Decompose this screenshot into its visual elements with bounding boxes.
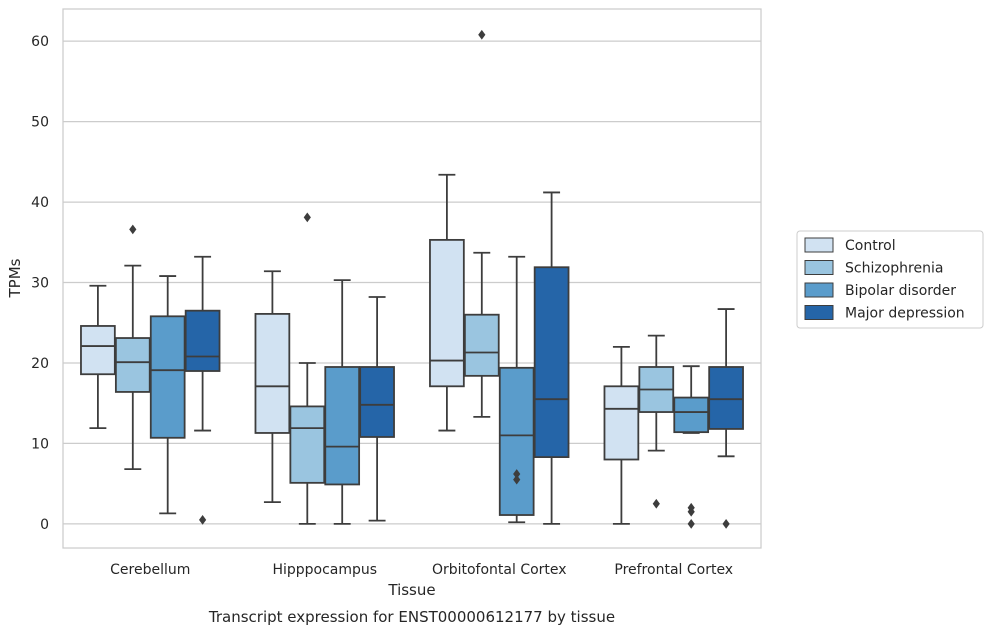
iqr-box [80, 325, 116, 376]
outlier-point [513, 469, 521, 479]
chart-caption: Transcript expression for ENST0000061217… [208, 608, 615, 626]
legend: Control Schizophrenia Bipolar disorder Majo… [796, 230, 984, 329]
box-schizophrenia [289, 212, 326, 525]
box-bipolar-disorder [673, 365, 710, 529]
iqr-box [254, 312, 291, 434]
outlier-point [652, 498, 660, 509]
box-control [429, 173, 465, 432]
y-tick-label: 10 [31, 436, 49, 452]
box-major-depression [359, 296, 395, 522]
box-bipolar-disorder [149, 275, 186, 515]
iqr-box [498, 366, 535, 516]
box-control [254, 270, 291, 504]
legend-swatch [804, 282, 834, 298]
iqr-box [463, 313, 500, 377]
y-tick-label: 40 [31, 195, 49, 211]
y-axis-title: TPMs [6, 258, 24, 298]
x-tick-label: Orbitofontal Cortex [432, 562, 567, 578]
boxes [80, 29, 744, 529]
box-major-depression [184, 255, 221, 525]
y-tick-label: 30 [31, 276, 49, 292]
legend-swatch [804, 305, 834, 320]
iqr-box [324, 366, 361, 486]
iqr-box [359, 366, 395, 438]
y-tick-labels: 0 10 20 30 40 50 60 [31, 34, 49, 533]
outlier-point [687, 519, 695, 529]
box-schizophrenia [638, 334, 675, 509]
box-control [80, 284, 116, 430]
y-tick-label: 20 [31, 356, 49, 372]
y-tick-label: 60 [31, 34, 49, 50]
legend-frame [796, 230, 984, 329]
iqr-box [708, 366, 744, 430]
legend-label: Control [845, 238, 896, 254]
outlier-point [303, 212, 311, 223]
x-tick-label: Cerebellum [110, 562, 190, 578]
x-tick-label: Hipppocampus [272, 562, 377, 578]
legend-swatch [804, 260, 834, 275]
legend-label: Schizophrenia [845, 261, 943, 277]
iqr-box [149, 315, 186, 439]
box-major-depression [533, 191, 570, 525]
y-tick-label: 50 [31, 115, 49, 131]
box-schizophrenia [114, 224, 151, 471]
outlier-point [129, 224, 137, 235]
x-axis-title: Tissue [387, 581, 435, 599]
outlier-point [722, 519, 730, 529]
outlier-point [687, 506, 695, 517]
outlier-point [199, 514, 207, 525]
box-bipolar-disorder [498, 255, 535, 524]
iqr-box [114, 337, 151, 393]
iqr-box [184, 309, 221, 372]
iqr-box [429, 238, 465, 388]
x-tick-label: Prefrontal Cortex [614, 562, 733, 578]
box-bipolar-disorder [324, 279, 361, 525]
iqr-box [533, 266, 570, 458]
legend-swatch [804, 237, 834, 253]
plot-background [63, 9, 761, 548]
plot-frame [62, 8, 762, 549]
iqr-box [603, 385, 640, 461]
iqr-box [289, 405, 326, 484]
box-major-depression [708, 308, 744, 529]
y-tick-label: 0 [40, 517, 49, 533]
iqr-box [673, 396, 710, 434]
outlier-point [478, 29, 486, 40]
outlier-point [513, 474, 521, 485]
box-schizophrenia [463, 29, 500, 418]
box-control [603, 345, 640, 525]
legend-label: Major depression [845, 306, 965, 322]
x-tick-labels: Cerebellum Hipppocampus Orbitofontal Corte… [110, 562, 733, 578]
legend-label: Bipolar disorder [845, 283, 956, 299]
